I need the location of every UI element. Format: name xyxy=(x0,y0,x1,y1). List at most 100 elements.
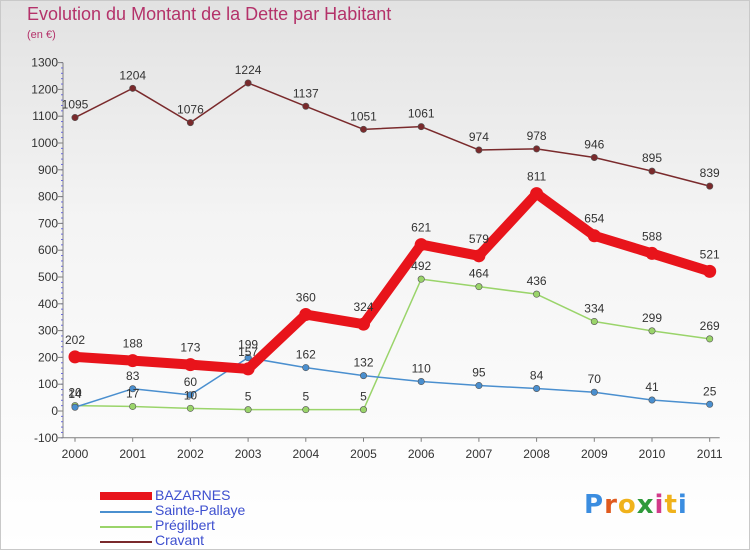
y-tick-label: 1000 xyxy=(31,136,58,150)
x-tick-label: 2000 xyxy=(62,447,89,461)
data-label-pregilbert: 492 xyxy=(411,259,431,273)
data-label-pregilbert: 436 xyxy=(527,274,547,288)
data-label-cravant: 839 xyxy=(700,166,720,180)
data-point-cravant xyxy=(706,182,714,190)
data-label-cravant: 1224 xyxy=(235,63,262,77)
data-label-bazarnes: 188 xyxy=(123,337,143,351)
data-point-bazarnes xyxy=(299,308,313,322)
legend-swatch-sainte-pallaye xyxy=(100,511,152,513)
data-label-cravant: 895 xyxy=(642,151,662,165)
data-label-bazarnes: 324 xyxy=(353,300,373,314)
series-line-bazarnes xyxy=(70,188,715,374)
data-point-sainte-pallaye xyxy=(706,400,714,408)
data-label-pregilbert: 464 xyxy=(469,267,489,281)
x-tick-label: 2006 xyxy=(408,447,435,461)
data-point-cravant xyxy=(186,119,194,127)
data-point-bazarnes xyxy=(126,354,140,368)
chart-title: Evolution du Montant de la Dette par Hab… xyxy=(27,4,392,24)
data-point-cravant xyxy=(417,123,425,131)
data-point-bazarnes xyxy=(414,238,428,252)
data-point-bazarnes xyxy=(357,317,370,331)
data-point-cravant xyxy=(129,84,137,92)
data-label-bazarnes: 621 xyxy=(411,221,431,235)
x-tick-label: 2002 xyxy=(177,447,204,461)
data-point-sainte-pallaye xyxy=(590,388,598,396)
data-point-cravant xyxy=(244,79,252,87)
data-point-sainte-pallaye xyxy=(359,372,367,380)
data-point-bazarnes xyxy=(241,362,255,376)
data-point-pregilbert xyxy=(533,290,541,298)
data-label-bazarnes: 811 xyxy=(527,170,546,184)
data-label-cravant: 1061 xyxy=(408,107,435,121)
data-label-sainte-pallaye: 83 xyxy=(126,369,140,383)
data-label-bazarnes: 579 xyxy=(469,232,489,246)
data-label-cravant: 1076 xyxy=(177,103,204,117)
data-label-bazarnes: 654 xyxy=(584,212,604,226)
series-line-pregilbert xyxy=(74,278,711,411)
data-point-sainte-pallaye xyxy=(648,396,656,404)
data-point-pregilbert xyxy=(590,317,598,325)
data-point-sainte-pallaye xyxy=(71,403,79,411)
data-label-sainte-pallaye: 41 xyxy=(645,380,659,394)
data-label-pregilbert: 299 xyxy=(642,311,662,325)
data-point-bazarnes xyxy=(183,358,197,372)
data-label-pregilbert: 269 xyxy=(700,319,720,333)
logo-letter: o xyxy=(617,490,637,520)
y-tick-label: 100 xyxy=(38,377,58,391)
data-point-sainte-pallaye xyxy=(302,364,310,372)
x-tick-label: 2007 xyxy=(466,447,493,461)
y-tick-label: 1300 xyxy=(31,56,58,70)
data-label-sainte-pallaye: 132 xyxy=(353,356,373,370)
y-tick-label: 1100 xyxy=(32,109,58,123)
x-tick-label: 2005 xyxy=(350,447,377,461)
data-point-pregilbert xyxy=(417,275,425,283)
data-label-pregilbert: 334 xyxy=(584,301,604,315)
data-label-bazarnes: 202 xyxy=(65,333,85,347)
data-point-sainte-pallaye xyxy=(186,391,194,399)
data-point-pregilbert xyxy=(648,327,656,335)
data-label-pregilbert: 10 xyxy=(184,388,198,402)
logo-letter: P xyxy=(584,490,605,520)
y-tick-label: 800 xyxy=(38,190,58,204)
logo-letter: r xyxy=(604,490,618,520)
data-point-pregilbert xyxy=(706,335,714,343)
data-label-bazarnes: 173 xyxy=(180,341,200,355)
data-point-pregilbert xyxy=(475,283,483,291)
y-tick-label: 200 xyxy=(38,350,58,364)
logo-letter: x xyxy=(636,490,655,520)
data-point-sainte-pallaye xyxy=(244,354,252,362)
legend-swatch-bazarnes xyxy=(100,492,152,500)
data-point-pregilbert xyxy=(186,404,194,412)
data-label-cravant: 974 xyxy=(469,130,489,144)
data-point-cravant xyxy=(590,153,598,161)
y-tick-label: 1200 xyxy=(31,82,58,96)
logo-letter: t xyxy=(664,490,678,520)
data-point-bazarnes xyxy=(703,264,717,278)
data-label-cravant: 1095 xyxy=(62,98,89,112)
data-point-pregilbert xyxy=(244,406,252,414)
y-tick-label: 400 xyxy=(38,297,58,311)
x-tick-label: 2001 xyxy=(119,447,146,461)
data-label-sainte-pallaye: 162 xyxy=(296,348,316,362)
legend-swatch-pregilbert xyxy=(100,526,152,528)
x-tick-label: 2004 xyxy=(292,447,319,461)
y-tick-label: 500 xyxy=(38,270,58,284)
data-point-sainte-pallaye xyxy=(417,378,425,386)
data-label-cravant: 1137 xyxy=(293,86,319,100)
data-label-cravant: 1204 xyxy=(119,68,146,82)
data-label-bazarnes: 521 xyxy=(700,247,720,261)
data-point-cravant xyxy=(71,114,79,122)
data-label-pregilbert: 5 xyxy=(245,390,252,404)
y-tick-label: 600 xyxy=(38,243,58,257)
data-point-sainte-pallaye xyxy=(129,385,137,393)
data-label-cravant: 978 xyxy=(527,129,547,143)
data-point-sainte-pallaye xyxy=(475,382,483,390)
data-label-sainte-pallaye: 60 xyxy=(184,375,198,389)
logo-letter: i xyxy=(677,490,688,520)
series-line-cravant xyxy=(74,82,711,187)
data-point-bazarnes xyxy=(68,350,82,364)
logo-letter: i xyxy=(654,490,665,520)
data-label-bazarnes: 157 xyxy=(238,345,258,359)
data-point-bazarnes xyxy=(472,249,486,263)
y-tick-label: -100 xyxy=(34,431,58,445)
